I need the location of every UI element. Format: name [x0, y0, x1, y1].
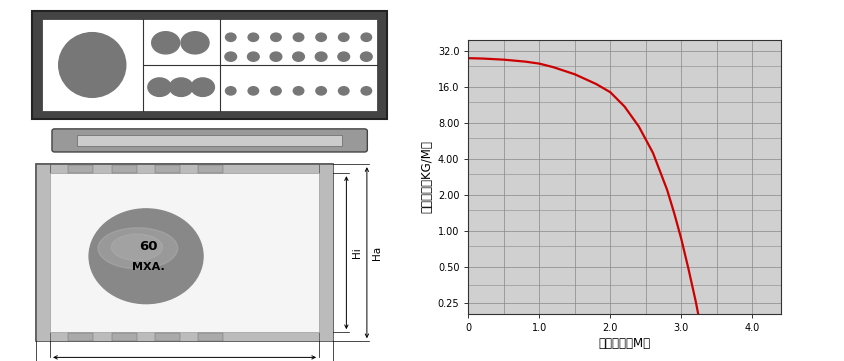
Circle shape: [191, 78, 214, 96]
Circle shape: [225, 87, 236, 95]
Circle shape: [316, 33, 327, 42]
Text: 60: 60: [139, 240, 158, 253]
Circle shape: [338, 52, 349, 61]
Circle shape: [316, 52, 327, 61]
Ellipse shape: [111, 234, 163, 260]
Circle shape: [225, 52, 236, 61]
Circle shape: [294, 87, 304, 95]
Circle shape: [248, 87, 258, 95]
X-axis label: 架空长度（M）: 架空长度（M）: [598, 337, 651, 350]
Circle shape: [361, 33, 371, 42]
Circle shape: [248, 33, 258, 42]
Bar: [68, 333, 94, 341]
Ellipse shape: [98, 228, 178, 269]
Circle shape: [247, 52, 259, 61]
Bar: [319, 164, 333, 341]
Circle shape: [293, 52, 305, 61]
Bar: [198, 333, 224, 341]
Text: Hi: Hi: [352, 247, 362, 258]
Bar: [36, 164, 50, 341]
Circle shape: [270, 52, 282, 61]
Bar: [42, 19, 377, 111]
Circle shape: [294, 33, 304, 42]
Circle shape: [170, 78, 192, 96]
Bar: [111, 165, 137, 173]
Circle shape: [181, 32, 209, 54]
FancyBboxPatch shape: [52, 129, 367, 152]
Bar: [36, 164, 333, 341]
Circle shape: [148, 78, 171, 96]
Bar: [198, 165, 224, 173]
Ellipse shape: [59, 32, 126, 97]
Circle shape: [361, 87, 371, 95]
Y-axis label: 承载重量（KG/M）: 承载重量（KG/M）: [420, 140, 434, 213]
Text: MXA.: MXA.: [132, 262, 165, 272]
Circle shape: [316, 87, 327, 95]
Bar: [68, 165, 94, 173]
Bar: [50, 164, 319, 173]
Bar: [50, 173, 319, 332]
Ellipse shape: [89, 209, 203, 304]
Bar: [78, 135, 342, 146]
Circle shape: [360, 52, 372, 61]
Bar: [111, 333, 137, 341]
Text: Ha: Ha: [372, 245, 382, 260]
Circle shape: [338, 33, 349, 42]
Bar: [32, 11, 387, 119]
Bar: [155, 165, 180, 173]
Circle shape: [271, 87, 281, 95]
Circle shape: [152, 32, 180, 54]
Bar: [50, 332, 319, 341]
Circle shape: [338, 87, 349, 95]
Circle shape: [225, 33, 236, 42]
Circle shape: [271, 33, 281, 42]
Bar: [155, 333, 180, 341]
